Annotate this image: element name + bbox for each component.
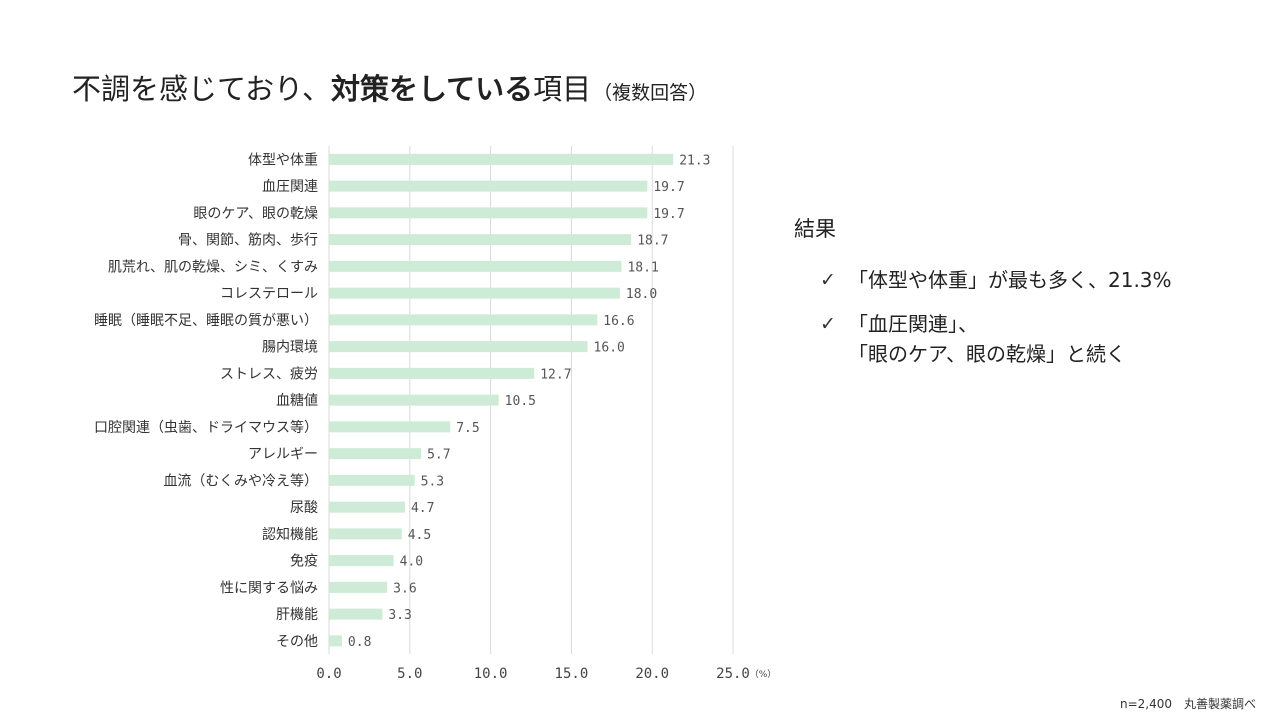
title-part-3: 項目 bbox=[533, 72, 592, 106]
results-bullet-2: ✓ 「血圧関連」、 「眼のケア、眼の乾燥」と続く bbox=[794, 309, 1172, 369]
bar bbox=[329, 608, 383, 620]
x-tick-label: 10.0 bbox=[474, 666, 508, 682]
bar bbox=[329, 207, 648, 219]
category-label: 免疫 bbox=[290, 554, 318, 570]
title-part-4: （複数回答） bbox=[593, 82, 708, 104]
value-label: 18.7 bbox=[637, 234, 668, 249]
bar bbox=[329, 555, 394, 567]
category-label: 肌荒れ、肌の乾燥、シミ、くすみ bbox=[108, 259, 318, 275]
value-label: 16.6 bbox=[603, 314, 634, 329]
value-label: 4.0 bbox=[400, 555, 423, 570]
bar bbox=[329, 635, 342, 647]
results-panel: 結果 ✓ 「体型や体重」が最も多く、21.3% ✓ 「血圧関連」、 「眼のケア、… bbox=[794, 213, 1172, 383]
results-bullet-1: ✓ 「体型や体重」が最も多く、21.3% bbox=[794, 265, 1172, 295]
value-label: 4.5 bbox=[408, 528, 431, 543]
bar bbox=[329, 581, 388, 593]
bar bbox=[329, 234, 632, 246]
category-label: 血糖値 bbox=[276, 393, 318, 409]
category-label: 性に関する悩み bbox=[220, 580, 318, 596]
category-label: ストレス、疲労 bbox=[220, 365, 318, 382]
value-label: 19.7 bbox=[653, 180, 684, 195]
bar bbox=[329, 287, 620, 299]
results-bullet-2-line-1: 「血圧関連」、 bbox=[848, 312, 978, 336]
value-label: 21.3 bbox=[679, 153, 710, 168]
value-label: 16.0 bbox=[594, 341, 625, 356]
value-label: 12.7 bbox=[540, 367, 571, 382]
bar bbox=[329, 528, 402, 540]
value-label: 0.8 bbox=[348, 635, 371, 650]
value-label: 4.7 bbox=[411, 501, 434, 516]
page-title: 不調を感じており、対策をしている項目 （複数回答） bbox=[72, 66, 707, 108]
source-note: 丸善製薬調べ bbox=[1183, 697, 1256, 711]
check-icon: ✓ bbox=[820, 269, 836, 291]
bar-chart: 体型や体重 21.3 血圧関連 19.7 眼のケア、眼の乾燥 19.7 骨、関節、筋肉、歩行… bbox=[94, 146, 777, 682]
value-label: 5.3 bbox=[421, 474, 444, 489]
category-label: 尿酸 bbox=[290, 500, 318, 516]
results-bullet-2-line-2: 「眼のケア、眼の乾燥」と続く bbox=[848, 342, 1126, 366]
value-label: 18.1 bbox=[627, 260, 658, 275]
category-label: 腸内環境 bbox=[262, 340, 318, 356]
category-label: その他 bbox=[276, 634, 318, 650]
category-label: 骨、関節、筋肉、歩行 bbox=[178, 232, 318, 249]
value-label: 19.7 bbox=[653, 207, 684, 222]
x-tick-label: 15.0 bbox=[555, 666, 589, 682]
category-label: 血流（むくみや冷え等） bbox=[163, 472, 318, 489]
category-label: アレルギー bbox=[248, 447, 318, 463]
check-icon: ✓ bbox=[820, 313, 836, 335]
value-label: 7.5 bbox=[456, 421, 479, 436]
value-label: 10.5 bbox=[505, 394, 536, 409]
category-label: 口腔関連（虫歯、ドライマウス等） bbox=[94, 419, 318, 436]
x-tick-label: 25.0 bbox=[716, 666, 750, 682]
category-label: 眼のケア、眼の乾燥 bbox=[193, 206, 318, 222]
bar bbox=[329, 501, 405, 513]
category-label: 体型や体重 bbox=[248, 152, 318, 168]
bar bbox=[329, 421, 451, 433]
bar bbox=[329, 394, 499, 406]
x-axis-unit: （%） bbox=[750, 669, 777, 680]
title-part-2: 対策をしている bbox=[330, 72, 534, 106]
bar bbox=[329, 448, 422, 460]
category-label: 肝機能 bbox=[276, 607, 318, 623]
bar bbox=[329, 341, 588, 353]
sample-size: n=2,400 bbox=[1119, 697, 1172, 711]
value-label: 5.7 bbox=[427, 448, 450, 463]
bar bbox=[329, 180, 648, 192]
footer: n=2,400 丸善製薬調べ bbox=[1120, 695, 1256, 712]
x-tick-label: 0.0 bbox=[316, 666, 341, 682]
category-label: コレステロール bbox=[220, 286, 318, 302]
value-label: 3.6 bbox=[393, 581, 416, 596]
bar bbox=[329, 260, 622, 272]
title-part-1: 不調を感じており、 bbox=[72, 72, 331, 106]
results-bullet-1-text: 「体型や体重」が最も多く、21.3% bbox=[848, 268, 1172, 292]
category-label: 認知機能 bbox=[262, 526, 318, 543]
bar bbox=[329, 314, 598, 326]
results-heading: 結果 bbox=[794, 217, 836, 241]
bar bbox=[329, 474, 415, 486]
bar bbox=[329, 153, 674, 165]
value-label: 3.3 bbox=[388, 608, 411, 623]
category-label: 睡眠（睡眠不足、睡眠の質が悪い） bbox=[94, 313, 318, 329]
x-tick-label: 5.0 bbox=[397, 666, 422, 682]
category-label: 血圧関連 bbox=[262, 179, 318, 195]
x-tick-label: 20.0 bbox=[635, 666, 669, 682]
value-label: 18.0 bbox=[626, 287, 657, 302]
bar bbox=[329, 367, 535, 379]
